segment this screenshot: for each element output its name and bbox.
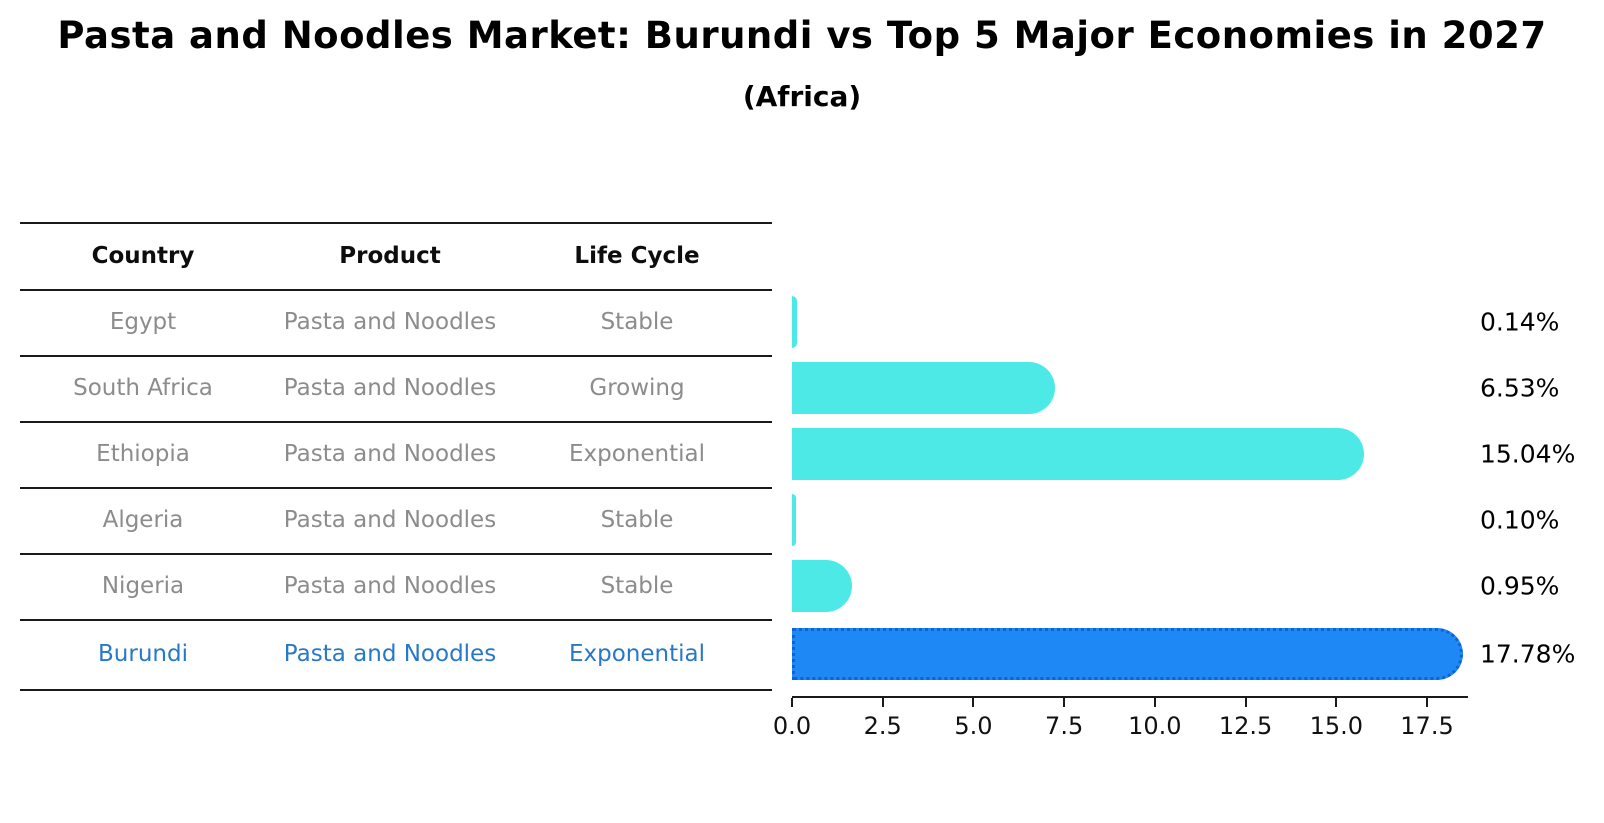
bar-value-label-algeria: 0.10% xyxy=(1480,505,1560,535)
table-header-lifecycle: Life Cycle xyxy=(574,243,700,269)
table-cell-lifecycle-nigeria: Stable xyxy=(600,573,674,599)
table-row-line xyxy=(20,689,772,691)
table-cell-product-algeria: Pasta and Noodles xyxy=(283,507,497,533)
x-tick xyxy=(881,698,884,707)
x-tick-label: 7.5 xyxy=(1045,712,1084,740)
table-cell-lifecycle-egypt: Stable xyxy=(600,309,674,335)
bar-value-label-south-africa: 6.53% xyxy=(1480,373,1560,403)
bar-ethiopia xyxy=(792,428,1364,480)
bar-south-africa xyxy=(792,362,1055,414)
table-cell-lifecycle-burundi: Exponential xyxy=(568,641,706,667)
table-cell-lifecycle-algeria: Stable xyxy=(600,507,674,533)
table-cell-product-egypt: Pasta and Noodles xyxy=(283,309,497,335)
table-row-line xyxy=(20,222,772,224)
bar-value-label-burundi: 17.78% xyxy=(1480,639,1576,669)
table-header-product: Product xyxy=(339,243,441,269)
chart-subtitle: (Africa) xyxy=(742,80,862,113)
x-tick xyxy=(1153,698,1156,707)
x-tick-label: 0.0 xyxy=(772,712,812,740)
table-cell-country-nigeria: Nigeria xyxy=(101,573,185,599)
x-tick xyxy=(1335,698,1338,707)
table-cell-lifecycle-south-africa: Growing xyxy=(589,375,685,401)
table-row-line xyxy=(20,421,772,423)
x-tick xyxy=(1426,698,1428,707)
bar-value-label-egypt: 0.14% xyxy=(1480,307,1560,337)
x-tick-label: 15.0 xyxy=(1309,712,1363,740)
table-cell-product-burundi: Pasta and Noodles xyxy=(283,641,497,667)
chart-title: Pasta and Noodles Market: Burundi vs Top… xyxy=(57,14,1547,57)
x-tick xyxy=(791,698,793,707)
x-tick xyxy=(1244,698,1247,707)
table-row-line xyxy=(20,619,772,621)
table-row-line xyxy=(20,553,772,555)
bar-nigeria xyxy=(792,560,853,612)
x-tick-label: 17.5 xyxy=(1400,712,1454,740)
table-cell-country-ethiopia: Ethiopia xyxy=(96,441,190,467)
table-cell-lifecycle-ethiopia: Exponential xyxy=(568,441,706,467)
x-tick-label: 5.0 xyxy=(954,712,993,740)
x-tick xyxy=(972,698,975,707)
x-tick xyxy=(1063,698,1066,707)
table-cell-country-algeria: Algeria xyxy=(102,507,184,533)
bar-value-label-ethiopia: 15.04% xyxy=(1480,439,1576,469)
table-row-line xyxy=(20,289,772,291)
bar-burundi xyxy=(792,628,1464,680)
bar-algeria xyxy=(792,494,796,546)
x-axis-line xyxy=(792,696,1468,698)
table-cell-country-egypt: Egypt xyxy=(109,309,177,335)
bar-value-label-nigeria: 0.95% xyxy=(1480,571,1560,601)
table-cell-country-south-africa: South Africa xyxy=(73,375,213,401)
table-cell-product-south-africa: Pasta and Noodles xyxy=(283,375,497,401)
table-cell-product-nigeria: Pasta and Noodles xyxy=(283,573,497,599)
table-header-country: Country xyxy=(91,243,195,269)
table-row-line xyxy=(20,487,772,489)
x-tick-label: 2.5 xyxy=(863,712,902,740)
table-cell-country-burundi: Burundi xyxy=(98,641,188,667)
x-tick-label: 10.0 xyxy=(1128,712,1182,740)
table-row-line xyxy=(20,355,772,357)
table-cell-product-ethiopia: Pasta and Noodles xyxy=(283,441,497,467)
x-tick-label: 12.5 xyxy=(1218,712,1273,740)
bar-egypt xyxy=(792,296,798,348)
